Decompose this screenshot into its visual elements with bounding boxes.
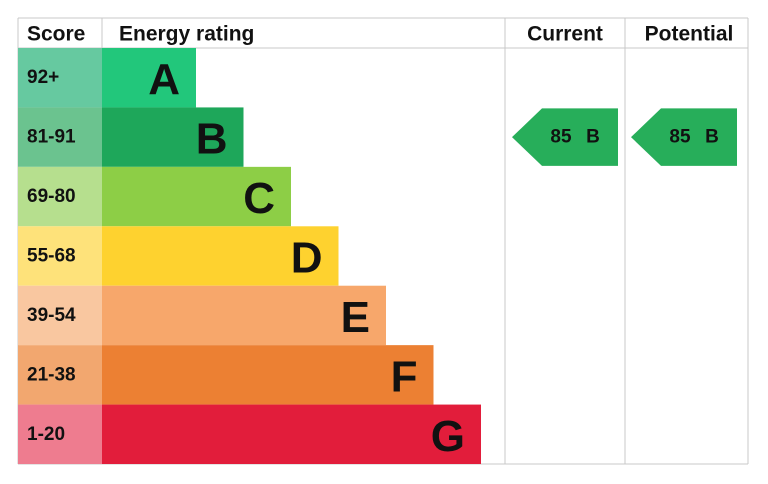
score-range: 81-91	[27, 127, 76, 148]
score-cell	[18, 107, 102, 167]
header-current: Current	[527, 23, 603, 46]
rating-bar	[102, 226, 339, 286]
current-score: 85	[550, 127, 572, 148]
score-range: 55-68	[27, 246, 76, 267]
current-rating: B	[586, 127, 600, 148]
score-cell	[18, 48, 102, 108]
score-range: 69-80	[27, 186, 76, 207]
score-cell	[18, 226, 102, 286]
rating-bar	[102, 345, 434, 405]
rating-bar	[102, 166, 291, 227]
rating-bar	[102, 285, 386, 346]
score-cell	[18, 345, 102, 405]
rating-letter: D	[291, 234, 323, 283]
score-range: 1-20	[27, 424, 65, 445]
current-arrow	[512, 108, 618, 166]
score-cell	[18, 404, 102, 464]
rating-bar	[102, 48, 196, 108]
rating-letter: A	[148, 55, 180, 104]
rating-letter: B	[196, 115, 228, 164]
rating-bar	[102, 404, 481, 464]
rating-letter: G	[431, 412, 465, 461]
potential-rating: B	[705, 127, 719, 148]
header-potential: Potential	[645, 23, 734, 46]
header-energy-rating: Energy rating	[119, 23, 254, 46]
score-range: 92+	[27, 67, 59, 88]
score-range: 39-54	[27, 305, 76, 326]
score-cell	[18, 166, 102, 227]
potential-arrow	[631, 108, 737, 166]
score-range: 21-38	[27, 364, 76, 385]
potential-score: 85	[669, 127, 691, 148]
rating-letter: E	[341, 293, 370, 342]
score-cell	[18, 285, 102, 346]
rating-letter: C	[243, 174, 275, 223]
header-score: Score	[27, 23, 85, 46]
rating-letter: F	[391, 352, 418, 401]
rating-bar	[102, 107, 244, 167]
